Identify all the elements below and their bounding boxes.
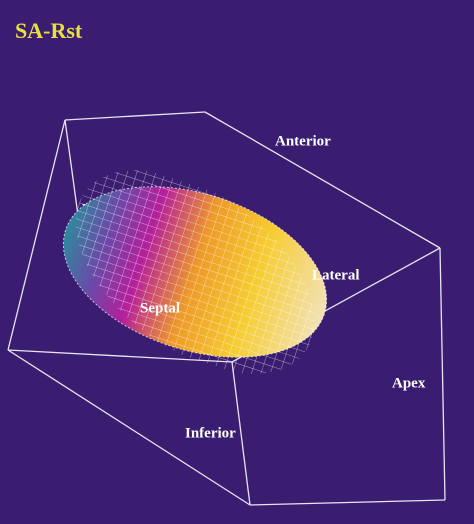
septal-label: Septal [140,300,180,316]
inferior-label: Inferior [185,425,236,441]
anterior-label: Anterior [275,133,331,149]
apex-label: Apex [392,375,426,391]
lateral-label: Lateral [312,267,359,283]
heart-surface [39,150,351,394]
title: SA-Rst [15,18,83,43]
